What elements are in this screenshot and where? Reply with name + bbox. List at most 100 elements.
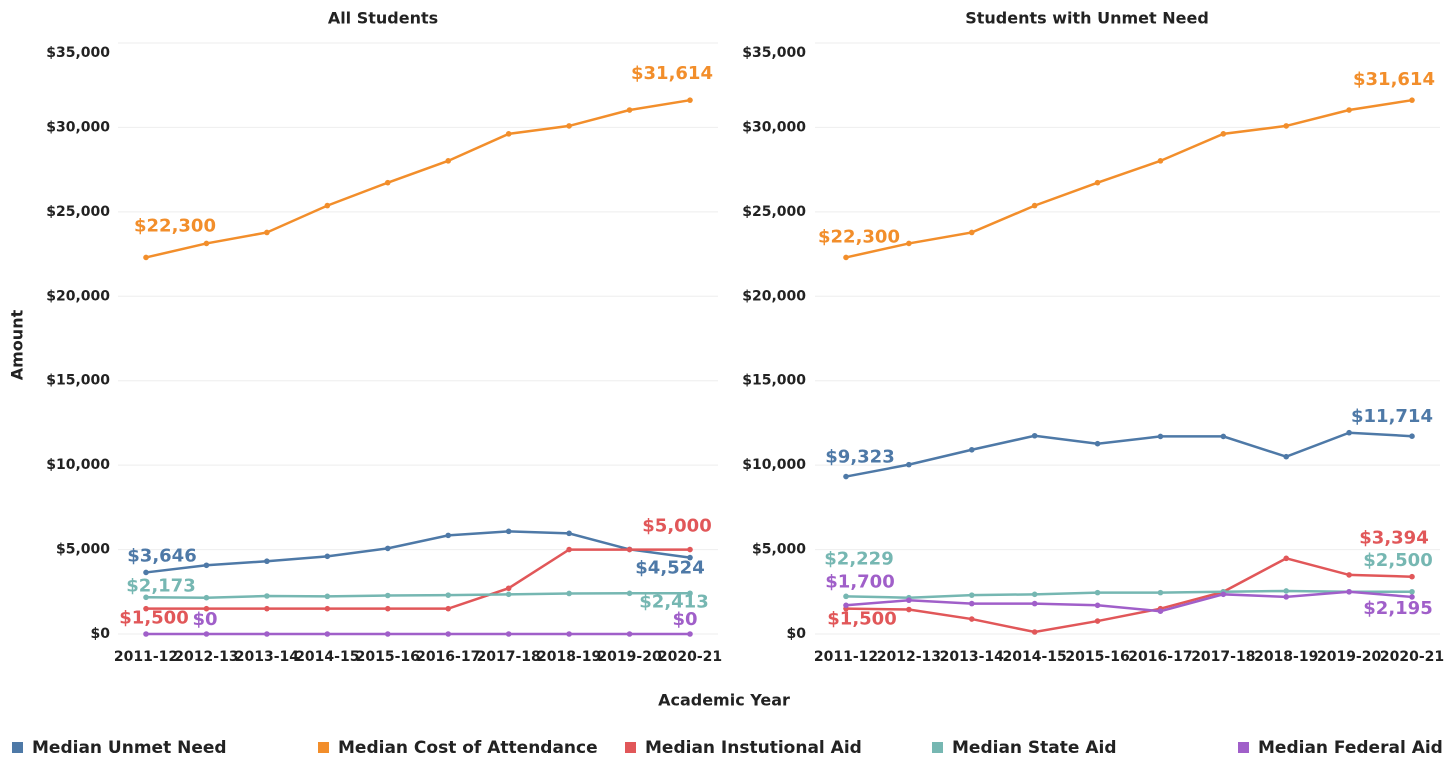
data-point [566, 546, 572, 553]
data-point [1157, 589, 1164, 596]
data-point [143, 254, 149, 261]
data-point [566, 631, 572, 637]
data-point [1094, 589, 1101, 596]
data-point [1094, 618, 1101, 624]
y-tick-label: $10,000 [742, 457, 806, 473]
data-label: $11,714 [1351, 406, 1433, 427]
data-point [445, 631, 452, 637]
x-tick-label: 2013-14 [235, 649, 300, 665]
data-point [1283, 588, 1290, 594]
y-tick-label: $25,000 [742, 204, 806, 220]
data-point [626, 546, 633, 553]
data-point [505, 591, 512, 598]
data-point [324, 553, 331, 560]
panel-title: Students with Unmet Need [965, 9, 1209, 28]
data-label: $1,500 [119, 608, 188, 629]
data-label: $22,300 [134, 215, 216, 236]
data-point [1031, 600, 1038, 607]
legend-swatch [932, 742, 943, 753]
data-point [1031, 202, 1038, 209]
data-point [906, 240, 912, 247]
data-point [1094, 602, 1101, 609]
data-point [843, 602, 849, 609]
data-point [906, 606, 912, 613]
legend-label: Median State Aid [952, 738, 1117, 758]
x-tick-label: 2016-17 [416, 649, 480, 665]
data-label: $5,000 [642, 516, 711, 537]
data-point [843, 254, 849, 261]
data-label: $2,500 [1363, 550, 1432, 571]
data-point [324, 631, 331, 637]
data-point [384, 545, 391, 552]
y-tick-label: $10,000 [46, 457, 110, 473]
data-point [1346, 588, 1352, 595]
x-tick-label: 2015-16 [356, 649, 420, 665]
data-point [203, 594, 210, 601]
y-tick-label: $0 [787, 626, 807, 642]
legend-label: Median Unmet Need [32, 738, 227, 758]
data-point [264, 593, 270, 599]
data-label: $2,173 [126, 575, 195, 596]
legend-swatch [318, 742, 329, 753]
data-point [968, 600, 975, 607]
data-point [324, 593, 331, 600]
data-point [505, 631, 512, 637]
data-point [203, 605, 210, 612]
data-point [1157, 608, 1164, 615]
data-label: $9,323 [825, 447, 894, 468]
data-point [566, 123, 572, 129]
series-line [145, 592, 691, 599]
x-tick-label: 2015-16 [1065, 649, 1129, 665]
data-point [566, 530, 572, 537]
data-point [687, 554, 693, 561]
data-point [843, 473, 849, 480]
data-label: $4,524 [635, 558, 704, 579]
data-point [1283, 555, 1290, 562]
data-point [1220, 433, 1227, 440]
x-tick-label: 2019-20 [597, 649, 662, 665]
y-tick-label: $15,000 [46, 373, 110, 389]
x-tick-label: 2011-12 [814, 649, 878, 665]
x-tick-label: 2018-19 [537, 649, 601, 665]
series-line [145, 530, 691, 574]
y-tick-label: $5,000 [752, 542, 806, 558]
data-point [1283, 123, 1290, 129]
data-point [1409, 588, 1415, 595]
data-point [968, 229, 975, 236]
data-point [1094, 179, 1101, 186]
data-point [264, 631, 270, 637]
data-point [968, 592, 975, 598]
data-label: $31,614 [1353, 69, 1435, 90]
x-tick-label: 2020-21 [658, 649, 722, 665]
data-point [324, 202, 331, 209]
y-tick-label: $35,000 [46, 45, 110, 61]
data-point [1094, 440, 1101, 447]
y-tick-label: $15,000 [742, 373, 806, 389]
data-point [626, 631, 633, 637]
x-tick-label: 2013-14 [940, 649, 1005, 665]
data-point [143, 631, 149, 637]
data-label: $2,195 [1363, 598, 1432, 619]
legend-label: Median Federal Aid [1258, 738, 1443, 758]
y-tick-label: $5,000 [56, 542, 110, 558]
x-tick-label: 2012-13 [174, 649, 238, 665]
x-axis-title: Academic Year [658, 691, 790, 710]
legend-swatch [1238, 742, 1249, 753]
x-tick-label: 2017-18 [1191, 649, 1255, 665]
x-tick-label: 2016-17 [1128, 649, 1192, 665]
data-point [1409, 433, 1415, 440]
data-point [906, 597, 912, 604]
data-point [384, 605, 391, 612]
series-line [845, 431, 1413, 478]
data-label: $0 [192, 609, 217, 630]
x-tick-label: 2020-21 [1380, 649, 1444, 665]
y-tick-label: $30,000 [742, 119, 806, 135]
data-point [1031, 432, 1038, 439]
data-point [324, 605, 331, 612]
data-point [505, 528, 512, 535]
data-point [445, 605, 452, 612]
data-point [203, 240, 210, 247]
data-point [1346, 107, 1352, 113]
data-label: $22,300 [818, 226, 900, 247]
